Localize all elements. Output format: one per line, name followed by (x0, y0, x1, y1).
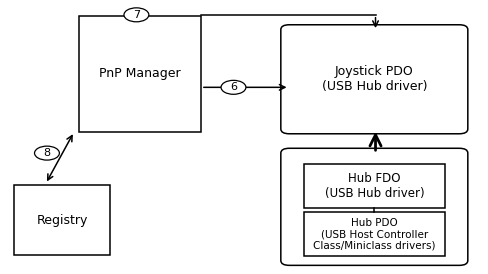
FancyBboxPatch shape (15, 185, 110, 255)
FancyBboxPatch shape (281, 148, 468, 265)
Circle shape (35, 146, 60, 160)
FancyBboxPatch shape (79, 16, 201, 132)
FancyBboxPatch shape (304, 212, 445, 256)
Circle shape (124, 8, 149, 22)
FancyBboxPatch shape (304, 164, 445, 208)
Text: 8: 8 (43, 148, 51, 158)
FancyBboxPatch shape (281, 25, 468, 134)
Text: 6: 6 (230, 82, 237, 92)
Circle shape (221, 80, 246, 94)
Text: Hub FDO
(USB Hub driver): Hub FDO (USB Hub driver) (325, 172, 424, 200)
Text: PnP Manager: PnP Manager (99, 67, 181, 80)
Text: 7: 7 (133, 10, 140, 20)
Text: Joystick PDO
(USB Hub driver): Joystick PDO (USB Hub driver) (322, 65, 427, 93)
Text: Hub PDO
(USB Host Controller
Class/Miniclass drivers): Hub PDO (USB Host Controller Class/Minic… (313, 218, 436, 251)
Text: Registry: Registry (37, 214, 88, 227)
